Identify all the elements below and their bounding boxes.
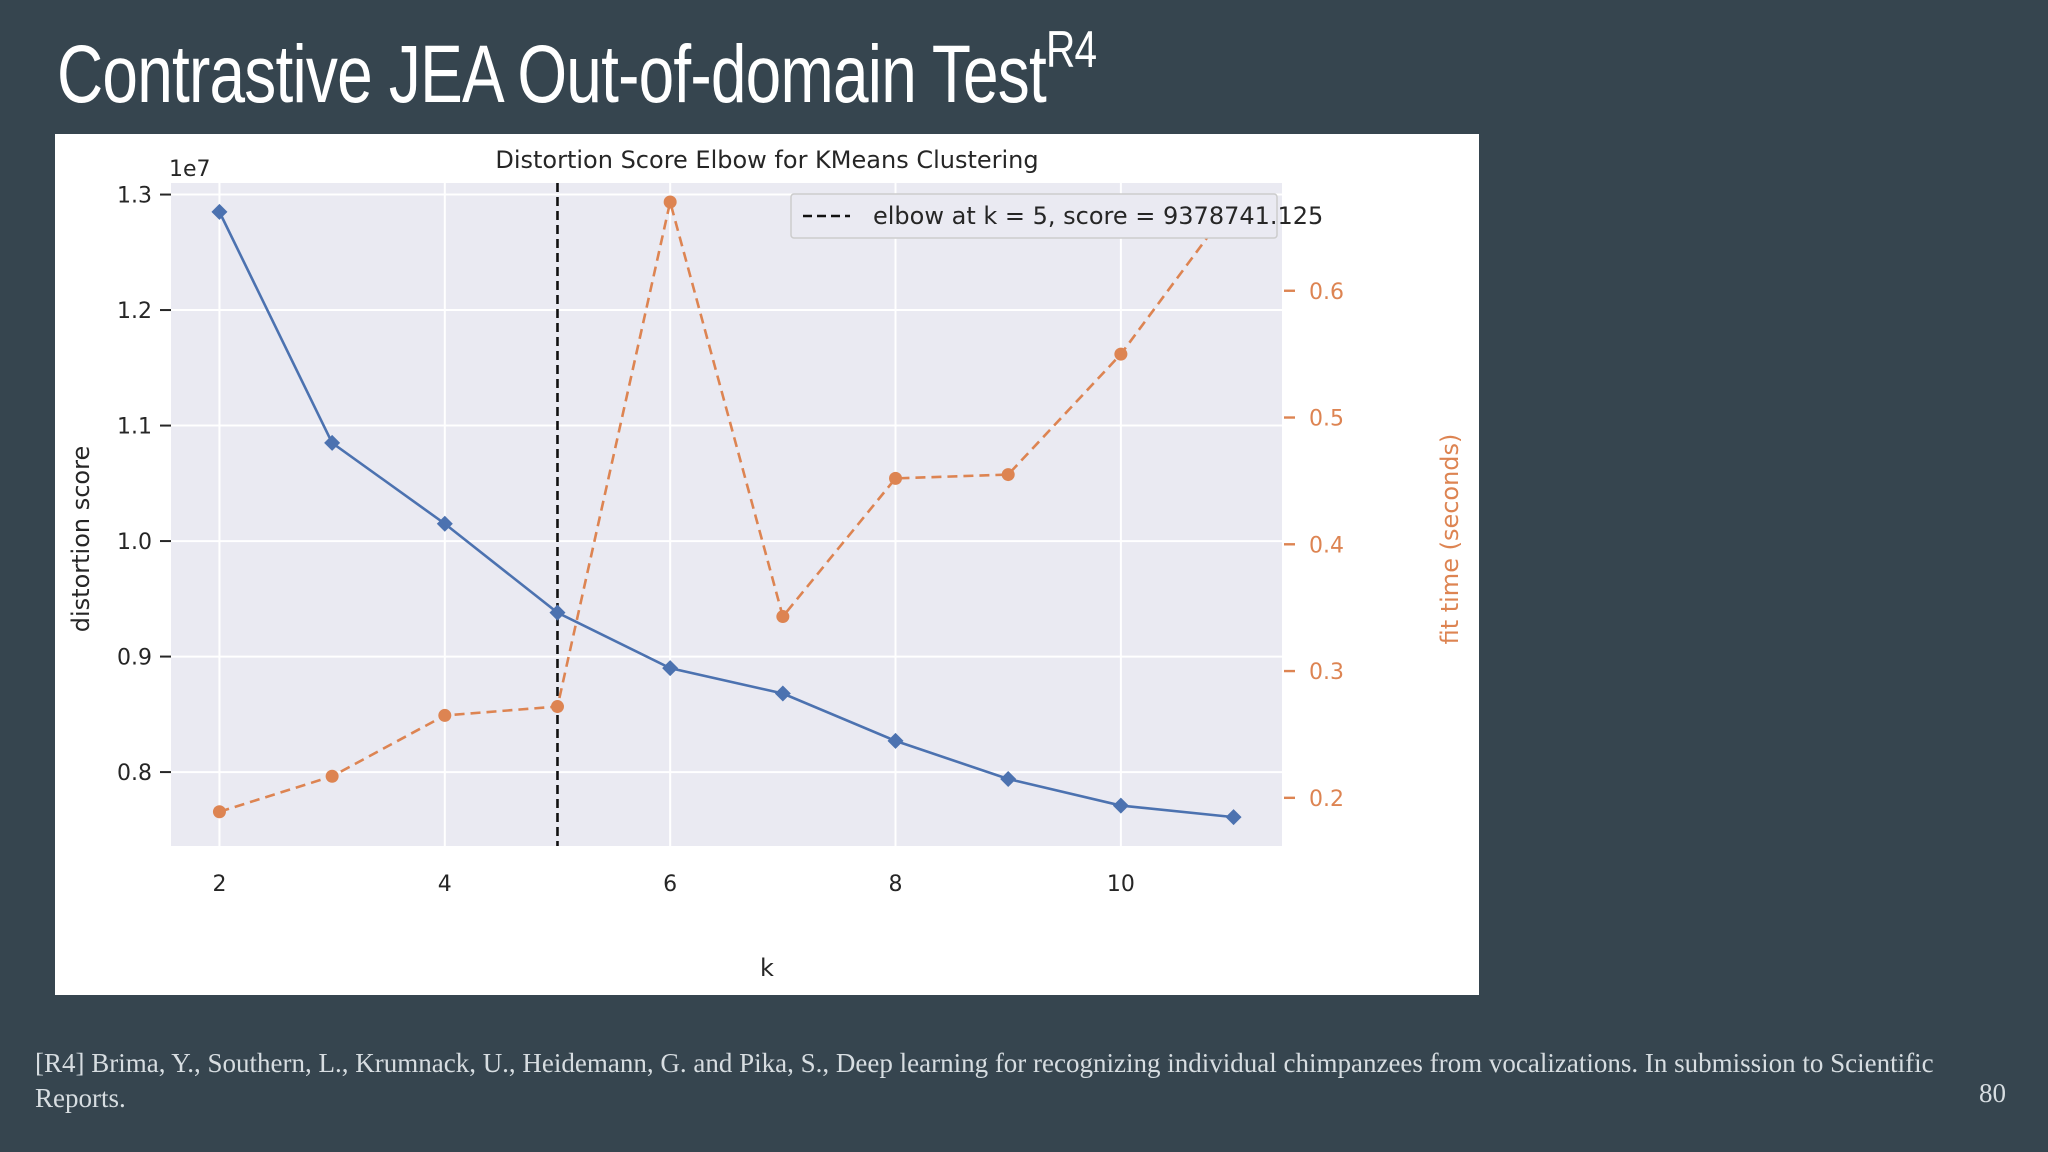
- chart-title: Distortion Score Elbow for KMeans Cluste…: [495, 146, 1038, 174]
- y-right-axis-label: fit time (seconds): [1436, 434, 1464, 645]
- x-tick-label: 4: [438, 872, 452, 897]
- elbow-chart: 0.8 0.9 1.0 1.1 1.2 1.3 0.2 0.3 0.4 0.5 0.6 2 4 6 8 1…: [67, 146, 1464, 982]
- fittime-point: [550, 700, 564, 714]
- x-tick-label: 2: [212, 872, 226, 897]
- distortion-point: [1112, 797, 1129, 814]
- fittime-point: [1001, 468, 1015, 482]
- chart-figure: 0.8 0.9 1.0 1.1 1.2 1.3 0.2 0.3 0.4 0.5 0.6 2 4 6 8 1…: [55, 134, 1479, 995]
- distortion-point: [662, 660, 679, 677]
- y-right-tick-label: 0.6: [1309, 280, 1344, 305]
- y-offset-label: 1e7: [169, 157, 211, 182]
- y-tick-label: 1.1: [117, 415, 152, 440]
- fittime-point: [212, 805, 226, 819]
- right-y-axis: 0.2 0.3 0.4 0.5 0.6: [1284, 280, 1344, 812]
- fittime-point: [776, 610, 790, 624]
- slide-title: Contrastive JEA Out-of-domain TestR4: [57, 21, 1097, 122]
- fittime-point: [438, 708, 452, 722]
- y-right-tick-label: 0.2: [1309, 787, 1344, 812]
- distortion-point: [774, 685, 791, 702]
- y-tick-label: 1.0: [117, 530, 152, 555]
- series-fittime-line: [219, 201, 1235, 814]
- y-right-tick-label: 0.3: [1309, 660, 1344, 685]
- page-number: 80: [1979, 1078, 2006, 1108]
- x-axis: 2 4 6 8 10: [212, 872, 1134, 897]
- y-tick-label: 0.8: [117, 761, 152, 786]
- x-axis-label: k: [760, 954, 774, 982]
- legend-elbow-label: elbow at k = 5, score = 9378741.125: [873, 202, 1323, 230]
- y-right-tick-label: 0.5: [1309, 407, 1344, 432]
- distortion-point: [1000, 771, 1017, 788]
- distortion-point: [324, 434, 341, 451]
- plot-area: [171, 183, 1282, 846]
- fittime-point: [889, 471, 903, 485]
- y-right-tick-label: 0.4: [1309, 533, 1344, 558]
- left-y-axis: 0.8 0.9 1.0 1.1 1.2 1.3: [117, 184, 171, 786]
- fittime-point: [1114, 347, 1128, 361]
- distortion-point: [1225, 809, 1242, 826]
- x-tick-label: 8: [889, 872, 903, 897]
- series-distortion-line: [218, 211, 1234, 819]
- fittime-point: [663, 195, 677, 209]
- y-axis-label: distortion score: [67, 446, 95, 632]
- distortion-point: [211, 203, 228, 220]
- distortion-point: [436, 515, 453, 532]
- title-reference-sup: R4: [1046, 21, 1097, 79]
- legend: elbow at k = 5, score = 9378741.125: [790, 193, 1323, 239]
- reference-footnote: [R4] Brima, Y., Southern, L., Krumnack, …: [35, 1048, 1934, 1113]
- y-tick-label: 0.9: [117, 646, 152, 671]
- y-tick-label: 1.3: [117, 184, 152, 209]
- x-tick-label: 6: [663, 872, 677, 897]
- y-tick-label: 1.2: [117, 299, 152, 324]
- horizontal-grid: [171, 193, 1282, 774]
- distortion-points: [211, 203, 1242, 826]
- x-tick-label: 10: [1107, 872, 1135, 897]
- distortion-point: [549, 604, 566, 621]
- fittime-point: [325, 769, 339, 783]
- slide-title-text: Contrastive JEA Out-of-domain Test: [57, 29, 1047, 120]
- distortion-point: [887, 732, 904, 749]
- legend-box: [790, 193, 1278, 239]
